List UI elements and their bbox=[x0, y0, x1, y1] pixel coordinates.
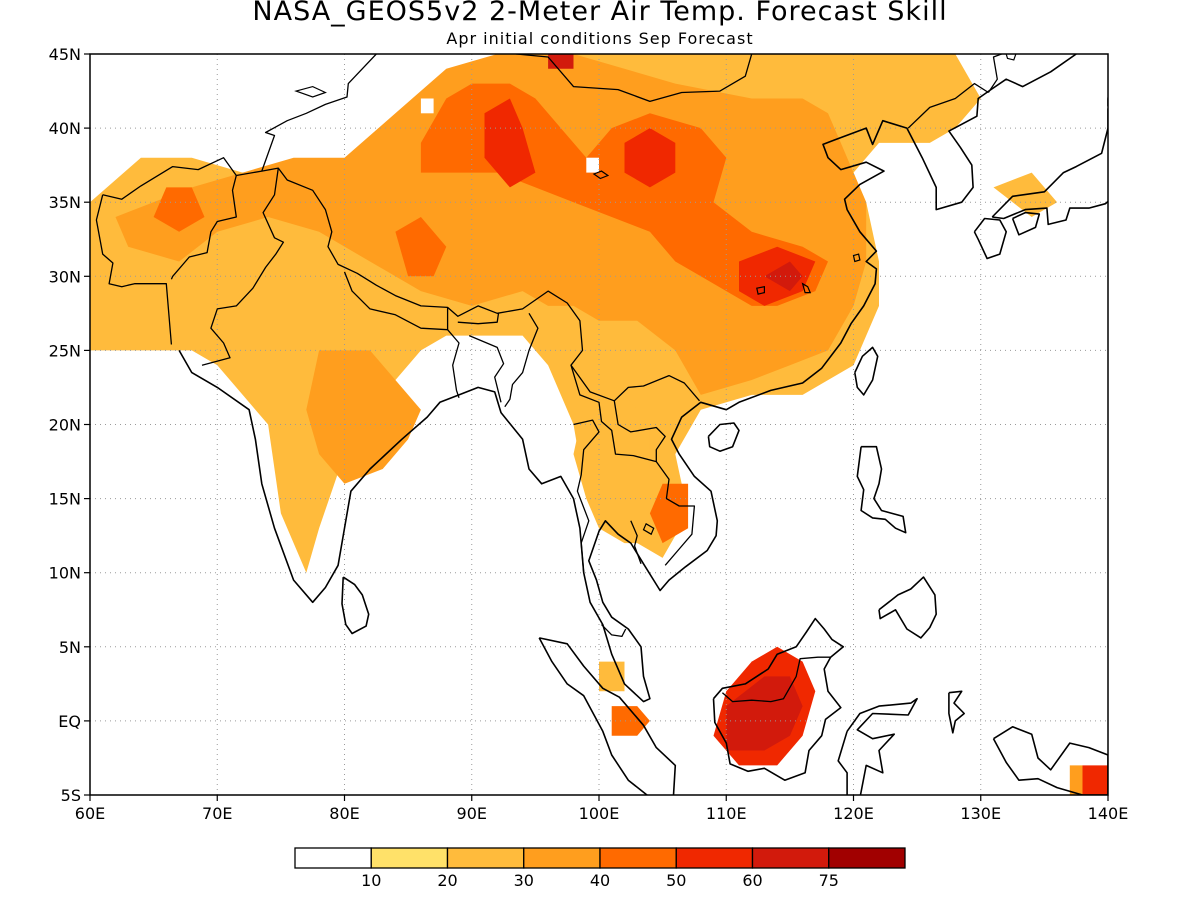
borneo-coast bbox=[712, 617, 845, 782]
axis-ticks: 60E 70E 80E 90E 100E 110E 120E 130E 140E 45N 40N 35… bbox=[49, 45, 1129, 823]
colorbar-label: 60 bbox=[742, 871, 762, 890]
border-line bbox=[630, 520, 642, 565]
x-tick-label: 70E bbox=[202, 804, 232, 823]
honshu-coast bbox=[991, 108, 1108, 226]
x-tick-label: 90E bbox=[457, 804, 487, 823]
halmahera-coast bbox=[948, 690, 966, 734]
border-line bbox=[613, 400, 666, 462]
y-tick-label: 10N bbox=[49, 564, 81, 583]
skill-region bbox=[649, 483, 689, 544]
border-line bbox=[721, 656, 831, 703]
kyushu-coast bbox=[973, 217, 1008, 260]
colorbar-swatch bbox=[675, 847, 754, 869]
x-tick-label: 80E bbox=[329, 804, 359, 823]
mindanao-coast bbox=[878, 576, 938, 639]
border-line bbox=[457, 313, 500, 325]
colorbar-swatch bbox=[751, 847, 830, 869]
y-tick-label: 25N bbox=[49, 341, 81, 360]
x-tick-label: 110E bbox=[706, 804, 747, 823]
colorbar-label: 75 bbox=[819, 871, 839, 890]
skill-region bbox=[1069, 765, 1083, 795]
blank-cell bbox=[420, 98, 434, 114]
border-line bbox=[170, 175, 237, 280]
x-tick-label: 120E bbox=[833, 804, 874, 823]
y-tick-label: EQ bbox=[58, 712, 81, 731]
skill-region bbox=[726, 676, 803, 751]
sulawesi-coast bbox=[837, 697, 918, 795]
border-line bbox=[102, 157, 700, 402]
border-line bbox=[95, 194, 173, 345]
border-line bbox=[987, 54, 1004, 93]
lake-dongting bbox=[756, 285, 766, 295]
lake-balkhash bbox=[268, 27, 332, 42]
sumatra-coast bbox=[538, 637, 677, 795]
x-tick-label: 60E bbox=[75, 804, 105, 823]
colorbar-swatch bbox=[370, 847, 449, 869]
colorbar-swatch bbox=[523, 847, 601, 869]
border-line bbox=[573, 419, 600, 573]
skill-region bbox=[484, 98, 536, 188]
colorbar-swatch bbox=[599, 847, 677, 869]
y-tick-label: 35N bbox=[49, 193, 81, 212]
taiwan-coast bbox=[854, 346, 879, 396]
colorbar-label: 30 bbox=[514, 871, 534, 890]
border-line bbox=[504, 312, 539, 408]
coastline-layer bbox=[95, 27, 1108, 795]
skill-region bbox=[764, 261, 803, 292]
border-line bbox=[601, 624, 627, 638]
colorbar-swatch bbox=[294, 847, 372, 869]
hainan-coast bbox=[707, 422, 740, 453]
luzon-coast bbox=[856, 445, 907, 534]
colorbar-label: 50 bbox=[666, 871, 686, 890]
skill-region bbox=[395, 217, 447, 277]
y-tick-label: 40N bbox=[49, 119, 81, 138]
skill-region bbox=[153, 187, 205, 232]
x-tick-label: 130E bbox=[960, 804, 1001, 823]
sri-lanka-coast bbox=[341, 576, 370, 635]
border-line bbox=[201, 168, 285, 366]
skill-region bbox=[306, 350, 421, 484]
india-coast bbox=[178, 54, 1077, 703]
map-subtitle: Apr initial conditions Sep Forecast bbox=[446, 29, 754, 48]
colorbar-swatch bbox=[446, 847, 525, 869]
lake-issyk-kul bbox=[294, 85, 327, 98]
colorbar-swatch bbox=[828, 847, 906, 869]
skill-region bbox=[624, 128, 676, 188]
lake-tonle-sap bbox=[642, 522, 655, 536]
lake-qinghai bbox=[592, 170, 610, 180]
colorbar-label: 40 bbox=[590, 871, 610, 890]
colorbar-label: 20 bbox=[437, 871, 457, 890]
x-tick-label: 100E bbox=[579, 804, 620, 823]
skill-shading-layer bbox=[90, 54, 1108, 795]
border-line bbox=[907, 82, 989, 129]
y-tick-label: 20N bbox=[49, 416, 81, 435]
y-tick-label: 5N bbox=[59, 638, 81, 657]
colorbar-label: 10 bbox=[361, 871, 381, 890]
lake-poyang bbox=[801, 282, 812, 294]
border-line bbox=[513, 54, 756, 103]
border-line bbox=[447, 329, 460, 399]
shikoku-coast bbox=[1011, 211, 1041, 236]
skill-region bbox=[1082, 765, 1108, 795]
y-tick-label: 30N bbox=[49, 267, 81, 286]
border-line bbox=[261, 54, 378, 172]
lake-xingkai bbox=[1005, 54, 1017, 61]
x-tick-label: 140E bbox=[1088, 804, 1129, 823]
new-guinea-coast bbox=[992, 725, 1108, 795]
hokkaido-coast bbox=[1107, 94, 1108, 107]
y-tick-label: 15N bbox=[49, 490, 81, 509]
colorbar: 10 20 30 40 50 60 75 bbox=[294, 847, 906, 890]
lake-tai bbox=[852, 253, 861, 263]
y-tick-label: 5S bbox=[61, 786, 81, 805]
map-title: NASA_GEOS5v2 2-Meter Air Temp. Forecast … bbox=[252, 0, 948, 27]
border-line bbox=[468, 335, 505, 403]
y-tick-label: 45N bbox=[49, 45, 81, 64]
blank-cell bbox=[586, 157, 599, 173]
